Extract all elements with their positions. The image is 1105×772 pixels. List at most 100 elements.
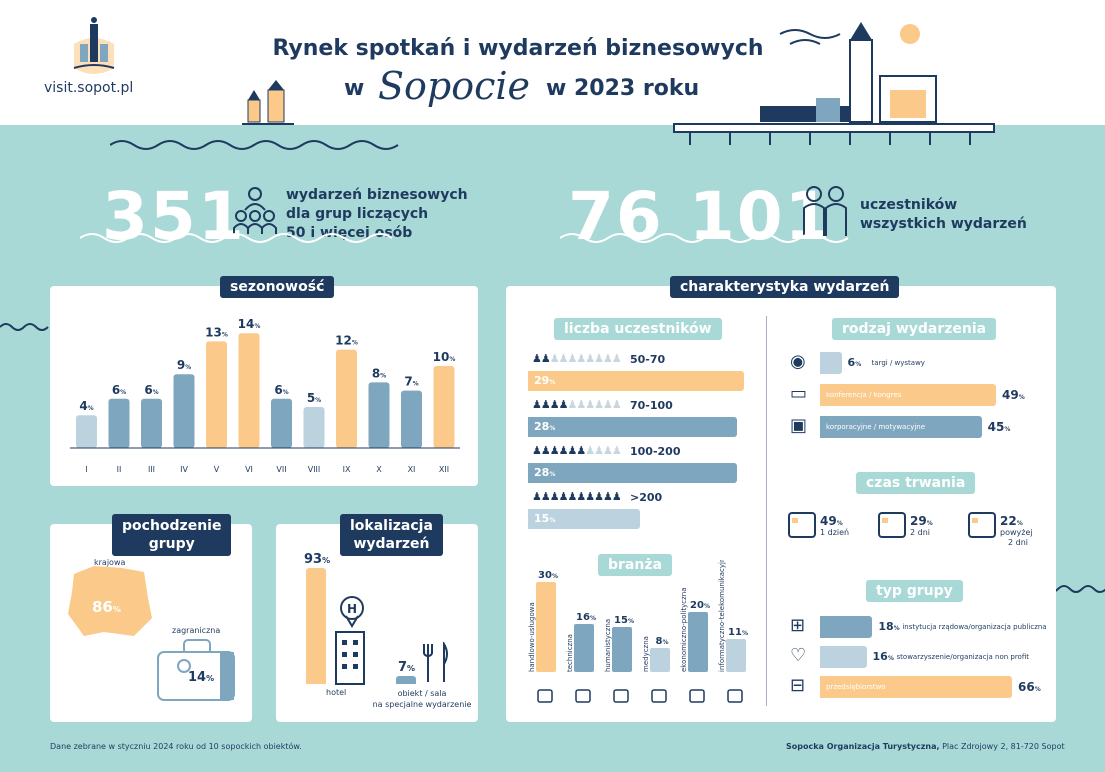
participants-bar	[528, 417, 737, 437]
person-icon: ♟	[540, 490, 551, 503]
foreign-value: 14%	[188, 670, 215, 685]
person-icon: ♟	[585, 444, 595, 457]
domestic-label: krajowa	[94, 558, 126, 567]
group-value: 18%	[878, 620, 900, 633]
season-month-label: IX	[343, 465, 351, 474]
person-icon: ♟	[540, 398, 551, 411]
calendar-icon	[788, 512, 816, 538]
group-bar	[820, 616, 873, 638]
person-icon: ♟	[549, 352, 560, 365]
characteristics-card	[506, 286, 1056, 722]
season-bar	[401, 390, 422, 448]
people-count-icon: ♟♟♟♟♟♟♟♟♟♟	[532, 444, 622, 457]
event-type-label: targi / wystawy	[871, 359, 925, 367]
industry-bar	[612, 627, 632, 672]
pier-lighthouse-icon	[673, 22, 995, 145]
hotel-building-icon: H	[335, 596, 365, 685]
seasonality-card: 4% I 6% II 6% III 9% IV 13% V 14% VI 6% VII 5% VIII 12% I…	[50, 286, 478, 486]
event-type-value: 6%	[847, 356, 862, 369]
participants-bar	[528, 463, 737, 483]
person-icon: ♟	[549, 490, 560, 503]
location-title: lokalizacja wydarzeń	[340, 514, 443, 556]
person-icon: ♟	[532, 490, 542, 503]
poland-map-icon	[68, 566, 152, 636]
industry-value-label: 16%	[576, 612, 596, 623]
wave-decoration	[80, 233, 393, 243]
person-icon: ♟	[611, 490, 622, 503]
hotel-bar	[306, 568, 326, 684]
duration-label-2: 2 dni	[1008, 538, 1029, 547]
title-city: Sopocie	[378, 64, 531, 108]
season-value-label: 6%	[274, 383, 288, 397]
industry-section-title: branża	[598, 554, 672, 576]
participants-value-label: 15%	[534, 512, 556, 525]
person-icon: ♟	[576, 444, 586, 457]
group-value: 66%	[1018, 680, 1041, 694]
person-icon: ♟	[594, 444, 604, 457]
people-icon	[803, 186, 847, 236]
duration-value: 29%	[910, 514, 933, 528]
footer-address: Sopocka Organizacja Turystyczna, Plac Zd…	[786, 742, 1065, 751]
season-bar	[238, 333, 260, 448]
duration-label-1: powyżej	[1000, 528, 1033, 537]
season-value-label: 6%	[144, 383, 158, 397]
season-month-label: XI	[408, 465, 416, 474]
person-icon: ♟	[585, 490, 595, 503]
participants-range-label: 50-70	[630, 353, 666, 366]
calendar-mark	[882, 518, 888, 523]
participants-text-1: uczestników	[860, 197, 958, 213]
industry-icon	[575, 689, 591, 703]
other-value: 7%	[398, 660, 416, 675]
person-icon: ♟	[558, 352, 569, 365]
season-month-label: VII	[276, 465, 286, 474]
event-type-label: konferencja / kongres	[826, 391, 902, 399]
domestic-value: 86%	[92, 598, 121, 616]
industry-value-label: 11%	[728, 627, 748, 638]
site-url[interactable]: visit.sopot.pl	[44, 80, 134, 96]
season-month-label: VIII	[308, 465, 321, 474]
person-icon: ♟	[611, 352, 622, 365]
hotel-label: hotel	[326, 688, 347, 697]
person-icon: ♟	[611, 398, 622, 411]
people-count-icon: ♟♟♟♟♟♟♟♟♟♟	[532, 398, 622, 411]
person-icon: ♟	[532, 444, 542, 457]
season-value-label: 13%	[205, 325, 228, 339]
participants-value-label: 29%	[534, 374, 556, 387]
person-icon: ♟	[585, 352, 595, 365]
person-icon: ♟	[603, 490, 613, 503]
season-bar	[173, 374, 195, 448]
people-count-icon: ♟♟♟♟♟♟♟♟♟♟	[532, 352, 622, 365]
duration-value: 49%	[820, 514, 843, 528]
participants-value-label: 28%	[534, 420, 556, 433]
person-icon: ♟	[567, 352, 578, 365]
person-icon: ♟	[603, 444, 613, 457]
origin-card: 86% krajowa zagraniczna 14%	[50, 524, 252, 722]
industry-value-label: 8%	[656, 636, 669, 647]
season-value-label: 14%	[238, 317, 261, 331]
season-bar	[368, 382, 390, 448]
person-icon: ♟	[549, 398, 560, 411]
participants-value-label: 28%	[534, 466, 556, 479]
participants-bar	[528, 509, 640, 529]
season-value-label: 9%	[177, 358, 191, 372]
person-icon: ♟	[567, 398, 578, 411]
participants-text-2: wszystkich wydarzeń	[860, 216, 1027, 232]
person-icon: ♟	[558, 444, 569, 457]
town-icon	[242, 80, 294, 125]
svg-text:H: H	[347, 602, 357, 616]
season-value-label: 8%	[372, 366, 386, 380]
industry-bar	[650, 648, 670, 672]
industry-bar	[574, 624, 594, 672]
heart-icon: ♡	[790, 645, 807, 666]
events-text-1: wydarzeń biznesowych	[286, 187, 468, 203]
duration-title: czas trwania	[856, 472, 976, 494]
event-type-bar	[820, 384, 996, 406]
person-icon: ♟	[532, 352, 542, 365]
person-icon: ♟	[532, 398, 542, 411]
event-type-bar	[820, 352, 842, 374]
industry-icon	[651, 689, 667, 703]
group-label: instytucja rządowa/organizacja publiczna	[902, 623, 1047, 631]
other-label-1: obiekt / sala	[397, 689, 447, 698]
season-value-label: 7%	[404, 375, 418, 389]
industry-bar	[536, 582, 556, 672]
